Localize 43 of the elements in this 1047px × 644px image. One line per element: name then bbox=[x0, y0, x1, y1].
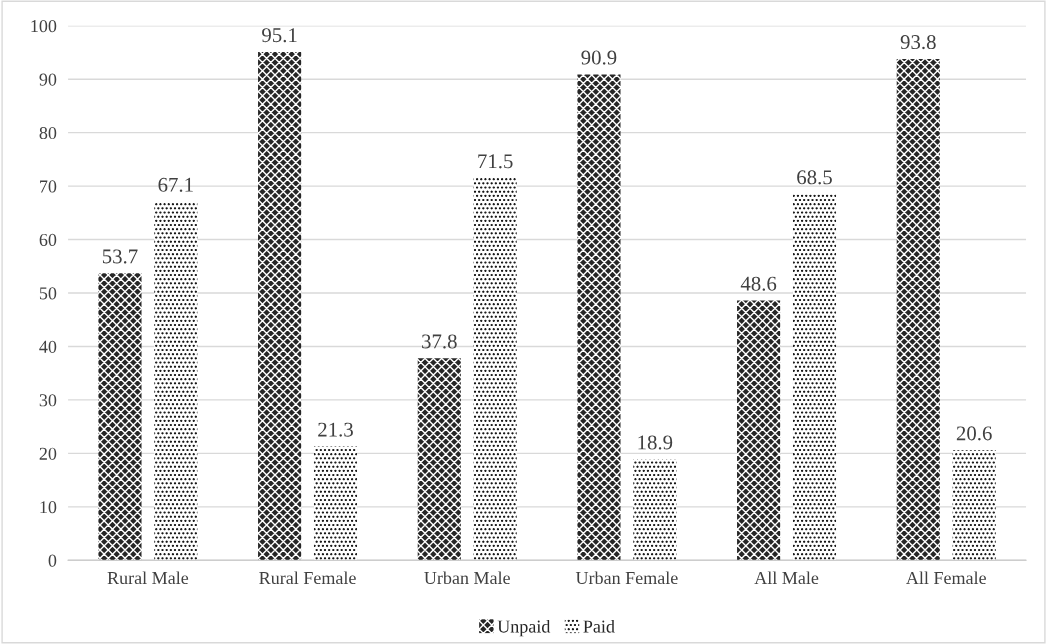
x-tick-label: Urban Female bbox=[575, 571, 678, 585]
legend-label: Paid bbox=[583, 619, 615, 633]
data-label: 37.8 bbox=[422, 334, 457, 349]
data-label: 67.1 bbox=[158, 177, 193, 192]
bar bbox=[737, 300, 781, 561]
bar bbox=[313, 446, 358, 561]
bar bbox=[98, 273, 142, 561]
x-tick-label: All Female bbox=[906, 571, 986, 585]
data-label: 20.6 bbox=[956, 426, 992, 441]
y-tick-label: 60 bbox=[39, 233, 57, 247]
data-label: 53.7 bbox=[102, 249, 138, 264]
x-tick-label: All Male bbox=[754, 571, 819, 585]
data-label: 18.9 bbox=[638, 435, 673, 450]
x-tick-label: Rural Male bbox=[107, 571, 189, 585]
data-label: 90.9 bbox=[581, 50, 617, 65]
data-label: 71.5 bbox=[478, 154, 513, 169]
y-tick-label: 80 bbox=[39, 126, 57, 140]
y-tick-label: 40 bbox=[39, 340, 57, 353]
data-label: 68.5 bbox=[797, 170, 832, 185]
bar bbox=[577, 74, 621, 561]
y-tick-label: 70 bbox=[40, 180, 57, 193]
bar bbox=[154, 201, 198, 561]
data-label: 48.6 bbox=[740, 276, 777, 291]
y-tick-label: 100 bbox=[31, 20, 57, 33]
y-tick-label: 50 bbox=[39, 287, 57, 300]
data-label: 21.3 bbox=[318, 422, 353, 437]
bar bbox=[258, 51, 302, 561]
y-tick-label: 0 bbox=[48, 554, 57, 567]
bar bbox=[896, 58, 940, 561]
x-tick-label: Urban Male bbox=[424, 571, 510, 585]
y-tick-label: 90 bbox=[39, 73, 57, 86]
x-tick-label: Rural Female bbox=[259, 571, 356, 585]
data-label: 93.8 bbox=[900, 35, 936, 50]
y-tick-label: 20 bbox=[39, 447, 57, 460]
legend-label: Unpaid bbox=[497, 619, 551, 637]
bar bbox=[792, 194, 837, 561]
bar bbox=[417, 358, 461, 561]
y-tick-label: 30 bbox=[39, 394, 57, 407]
bar bbox=[952, 450, 996, 561]
bar bbox=[633, 459, 677, 561]
y-tick-label: 10 bbox=[40, 501, 57, 514]
data-label: 95.1 bbox=[262, 28, 297, 43]
bar bbox=[473, 178, 517, 561]
